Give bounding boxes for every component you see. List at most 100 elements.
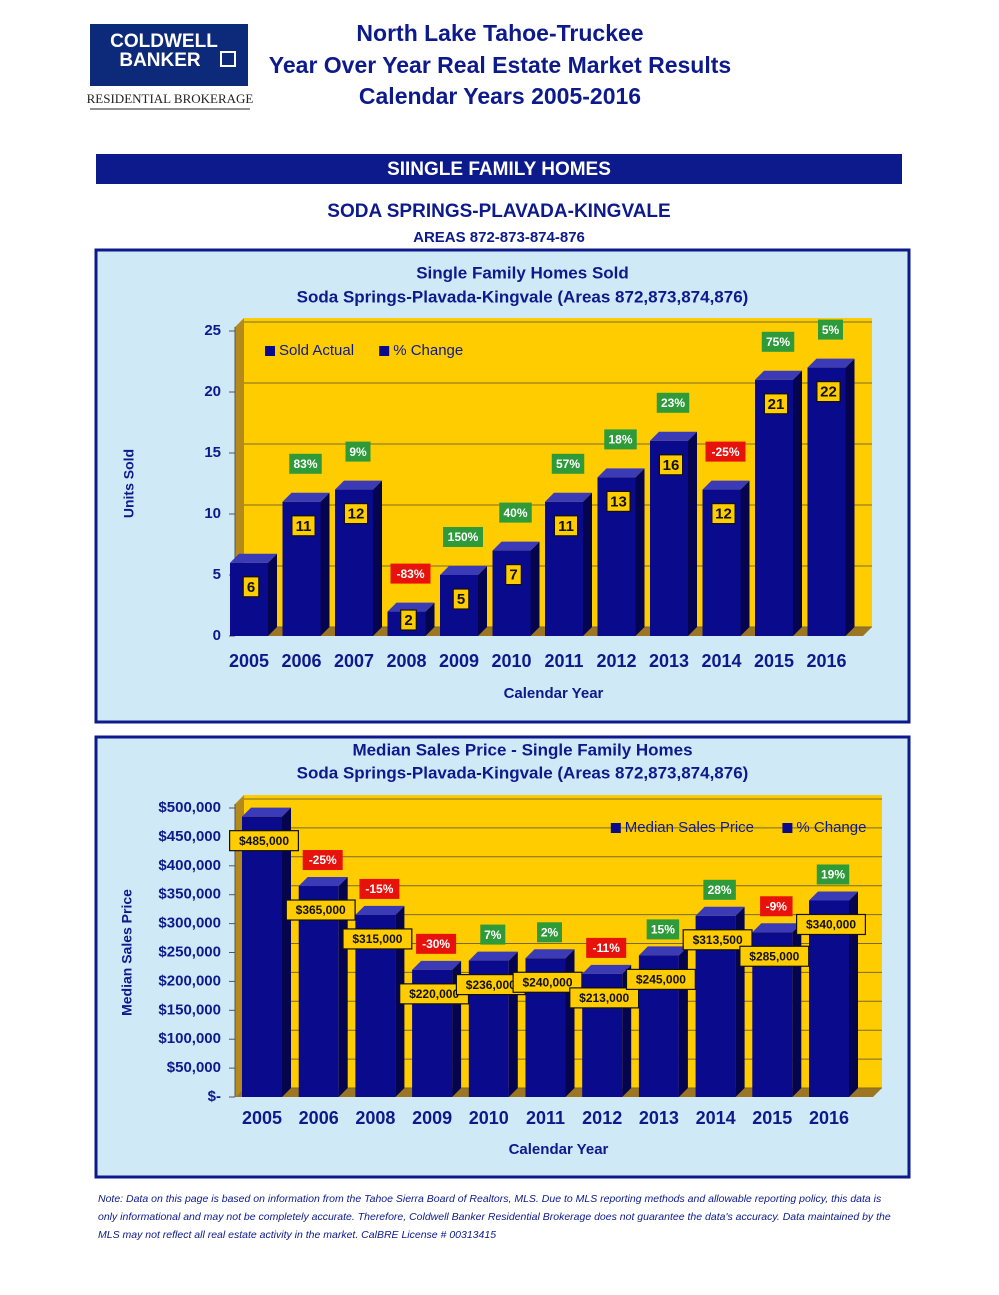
bar-top [755,370,802,380]
page-title: Year Over Year Real Estate Market Result… [269,52,731,78]
change-box [480,924,506,945]
bar-side [425,602,435,636]
bar-side [282,807,291,1097]
logo-sub: RESIDENTIAL BROKERAGE [87,91,254,106]
value-label-box [795,913,866,936]
value-label-box [291,515,316,537]
bar-top [695,906,745,916]
page-title: Calendar Years 2005-2016 [359,83,641,109]
bar-top [752,923,802,933]
bar-side [688,431,697,636]
change-label: 7% [484,928,502,942]
bar-side [268,553,277,636]
legend-label: % Change [796,819,866,836]
x-tick-label: 2011 [526,1108,565,1128]
value-label-box [711,503,736,525]
change-label: 23% [661,396,685,410]
bar-top [809,891,858,901]
value-label: 22 [820,384,837,401]
y-tick-label: 5 [213,566,221,583]
chart-title: Median Sales Price - Single Family Homes [352,740,692,759]
value-label-box [625,968,696,990]
x-axis-title: Calendar Year [504,685,604,702]
y-tick-label: $450,000 [158,828,221,845]
bar-top [242,807,291,817]
value-label-box [505,563,522,586]
change-label: 28% [708,883,732,897]
x-tick-label: 2012 [582,1108,622,1128]
bar-top [638,946,688,956]
bar-side [635,468,645,636]
change-label: -25% [309,853,337,867]
bar-side [530,541,540,636]
legend-swatch [379,346,390,356]
value-label: $220,000 [409,987,459,1001]
change-box [416,933,457,954]
change-box [390,563,431,584]
change-box [289,453,322,474]
bar-top [492,541,540,551]
x-tick-label: 2016 [806,651,846,671]
change-label: 15% [651,923,675,937]
y-axis-title: Median Sales Price [119,889,135,1016]
logo-line: BANKER [119,50,201,71]
value-label: 12 [715,506,732,523]
y-axis-title: Units Sold [121,449,137,518]
x-tick-label: 2005 [242,1108,282,1128]
x-tick-label: 2013 [639,1108,679,1128]
bar-side [793,370,802,636]
bar-side [478,566,487,636]
y-tick-label: 20 [204,383,221,400]
value-label: $365,000 [296,903,346,917]
x-tick-label: 2014 [696,1108,736,1128]
value-label-box [553,515,579,537]
x-tick-label: 2015 [754,651,794,671]
x-tick-label: 2014 [701,651,741,671]
change-box [302,850,343,871]
change-box [443,527,483,547]
page-title: North Lake Tahoe-Truckee [356,20,643,46]
value-label: $236,000 [466,978,516,992]
bar [807,367,846,636]
value-label: 11 [296,518,312,535]
x-tick-label: 2009 [412,1108,452,1128]
value-label-box [569,987,640,1009]
x-tick-label: 2008 [355,1108,395,1128]
bar-side [740,480,750,636]
value-label: 7 [509,567,517,584]
value-label: 21 [768,396,785,413]
x-tick-label: 2013 [649,651,689,671]
value-label: $285,000 [749,949,799,963]
value-label: 2 [404,612,412,629]
bar-side [565,949,575,1097]
change-label: -11% [593,941,621,955]
change-box [345,441,371,462]
change-box [551,453,585,474]
side-wall [235,795,244,1097]
x-tick-label: 2008 [386,651,426,671]
value-label-box [763,393,789,415]
y-tick-label: 10 [204,505,221,522]
value-label-box [606,490,631,512]
y-tick-label: $50,000 [167,1059,221,1076]
bar-top [807,358,855,368]
change-box [537,922,562,943]
value-label: $313,500 [693,933,743,947]
x-tick-label: 2009 [439,651,479,671]
bar [242,816,282,1097]
y-tick-label: $250,000 [158,943,221,960]
value-label: 11 [558,518,574,535]
bar-top [387,602,435,612]
change-box [703,879,736,900]
bar-side [849,891,858,1097]
change-label: -30% [422,937,450,951]
bar-top [282,492,330,502]
change-box [359,878,400,899]
y-tick-label: $150,000 [158,1001,221,1018]
change-label: -25% [711,445,739,459]
change-box [656,392,690,413]
section-bar [96,154,902,184]
value-label-box [512,971,583,993]
change-label: 19% [821,868,845,882]
change-box [499,502,532,523]
